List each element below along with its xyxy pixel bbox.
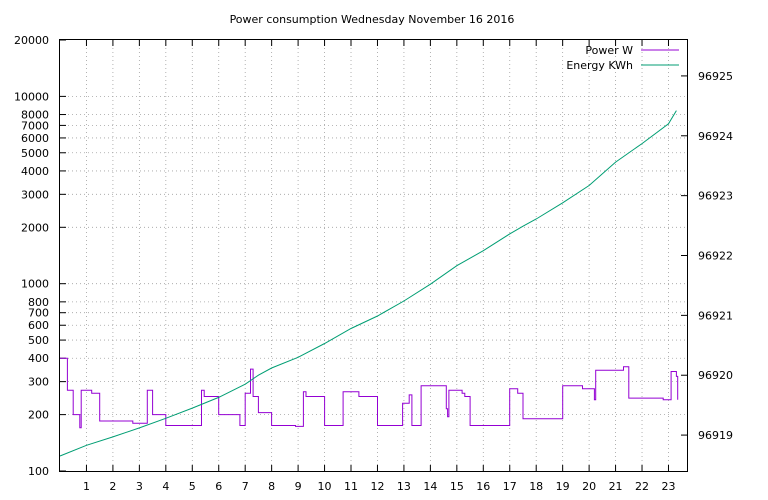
x-tick-label: 17: [503, 480, 517, 493]
x-tick-label: 16: [476, 480, 490, 493]
x-tick-label: 8: [268, 480, 275, 493]
chart-title: Power consumption Wednesday November 16 …: [230, 13, 515, 26]
y-tick-label: 7000: [21, 119, 49, 132]
x-tick-label: 1: [83, 480, 90, 493]
y2-tick-label: 96919: [698, 429, 733, 442]
x-tick-label: 5: [189, 480, 196, 493]
y-tick-label: 700: [28, 307, 49, 320]
axis-tick-labels: 1 2 3 4 5 6 7 8 9 10 11 12 13 14 15 16 17 18 19 20 21 22 23100…: [14, 34, 733, 493]
axis-ticks: [60, 39, 687, 472]
x-tick-label: 6: [215, 480, 222, 493]
x-tick-label: 15: [450, 480, 464, 493]
legend-label-power: Power W: [585, 44, 633, 57]
y2-tick-label: 96924: [698, 130, 733, 143]
y-tick-label: 100: [28, 465, 49, 478]
plot-border: [59, 39, 688, 472]
y-tick-label: 1000: [21, 278, 49, 291]
x-tick-label: 3: [136, 480, 143, 493]
y-tick-label: 600: [28, 319, 49, 332]
x-tick-label: 23: [661, 480, 675, 493]
y-tick-label: 500: [28, 334, 49, 347]
y-tick-label: 2000: [21, 221, 49, 234]
x-tick-label: 22: [635, 480, 649, 493]
x-tick-label: 4: [162, 480, 169, 493]
x-tick-label: 9: [295, 480, 302, 493]
series-lines: [59, 110, 679, 457]
x-tick-label: 20: [582, 480, 596, 493]
grid: [60, 40, 687, 471]
x-tick-label: 11: [344, 480, 358, 493]
y-tick-label: 20000: [14, 34, 49, 47]
y-tick-label: 300: [28, 376, 49, 389]
y-tick-label: 8000: [21, 109, 49, 122]
x-tick-label: 10: [318, 480, 332, 493]
x-tick-label: 2: [109, 480, 116, 493]
legend-label-energy: Energy KWh: [566, 59, 633, 72]
y-tick-label: 6000: [21, 132, 49, 145]
x-tick-label: 7: [242, 480, 249, 493]
y2-tick-label: 96925: [698, 70, 733, 83]
y-tick-label: 10000: [14, 90, 49, 103]
y2-tick-label: 96922: [698, 250, 733, 263]
x-tick-label: 13: [397, 480, 411, 493]
y-tick-label: 800: [28, 296, 49, 309]
y-tick-label: 5000: [21, 147, 49, 160]
y2-tick-label: 96920: [698, 369, 733, 382]
y2-tick-label: 96921: [698, 309, 733, 322]
y-tick-label: 200: [28, 409, 49, 422]
x-tick-label: 14: [423, 480, 437, 493]
power-series-line: [60, 357, 679, 429]
y-tick-label: 4000: [21, 165, 49, 178]
y2-tick-label: 96923: [698, 190, 733, 203]
energy-series-line: [59, 110, 677, 457]
x-tick-label: 21: [609, 480, 623, 493]
x-tick-label: 18: [529, 480, 543, 493]
x-tick-label: 12: [370, 480, 384, 493]
y-tick-label: 3000: [21, 188, 49, 201]
y-tick-label: 400: [28, 352, 49, 365]
x-tick-label: 19: [556, 480, 570, 493]
legend: Power W Energy KWh: [566, 44, 679, 72]
